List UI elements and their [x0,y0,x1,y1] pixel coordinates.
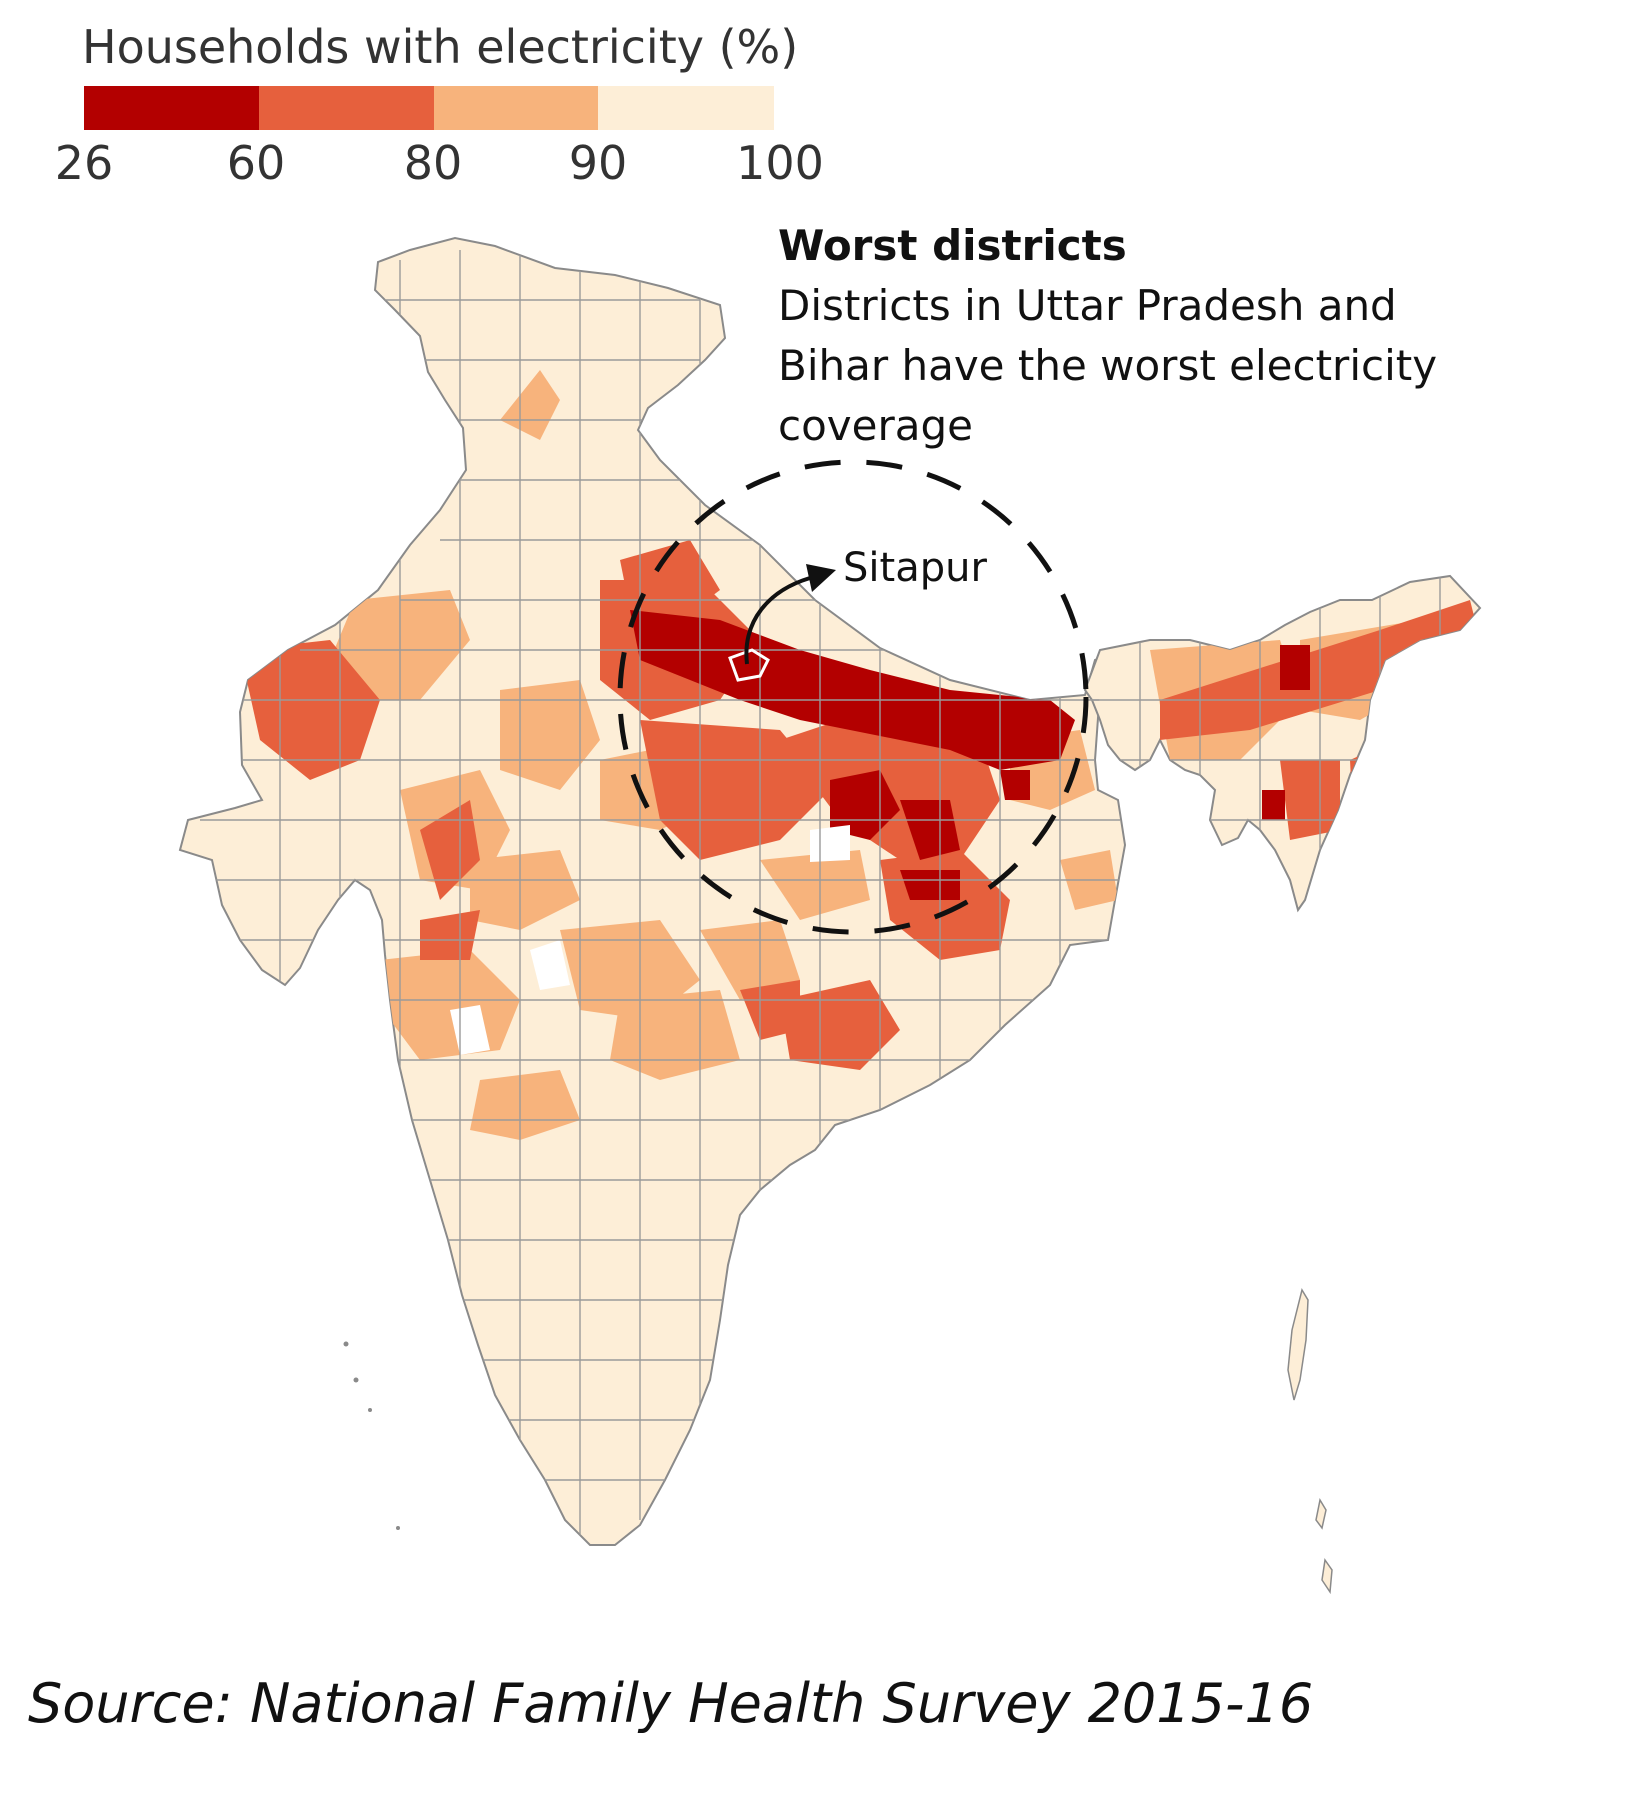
ne-dark-red [1262,645,1310,820]
legend-tick-100: 100 [736,136,824,190]
annotation-title: Worst districts [778,221,1127,270]
legend-tick-90: 90 [568,136,628,190]
legend-swatch-90-100 [598,86,774,130]
legend-title: Households with electricity (%) [82,20,799,74]
sitapur-arrow [744,576,811,665]
legend-swatch-26-60 [84,86,259,130]
legend-swatch-60-80 [259,86,434,130]
district-borders [200,250,1120,1545]
callout-label-sitapur: Sitapur [843,545,987,591]
legend-swatch-80-90 [434,86,598,130]
sitapur-arrowhead-icon [806,564,836,592]
annotation-box: Worst districts Districts in Uttar Prade… [778,216,1518,456]
districts-orange [240,540,1010,1070]
lakshadweep-islands [343,1341,400,1530]
legend-tick-60: 60 [226,136,286,190]
mainland-base [178,236,1127,1546]
no-data-districts [450,825,850,1055]
worst-districts-dashed-circle [617,459,1089,935]
andaman-nicobar-islands [1287,1288,1333,1595]
source-note: Source: National Family Health Survey 20… [28,1672,1314,1735]
legend-color-scale [84,86,774,130]
legend-tick-80: 80 [403,136,463,190]
annotation-body: Districts in Uttar Pradesh and Bihar hav… [778,281,1438,450]
legend-tick-26: 26 [54,136,114,190]
mainland-districts [240,370,1118,1140]
districts-dark-red [630,610,1075,900]
